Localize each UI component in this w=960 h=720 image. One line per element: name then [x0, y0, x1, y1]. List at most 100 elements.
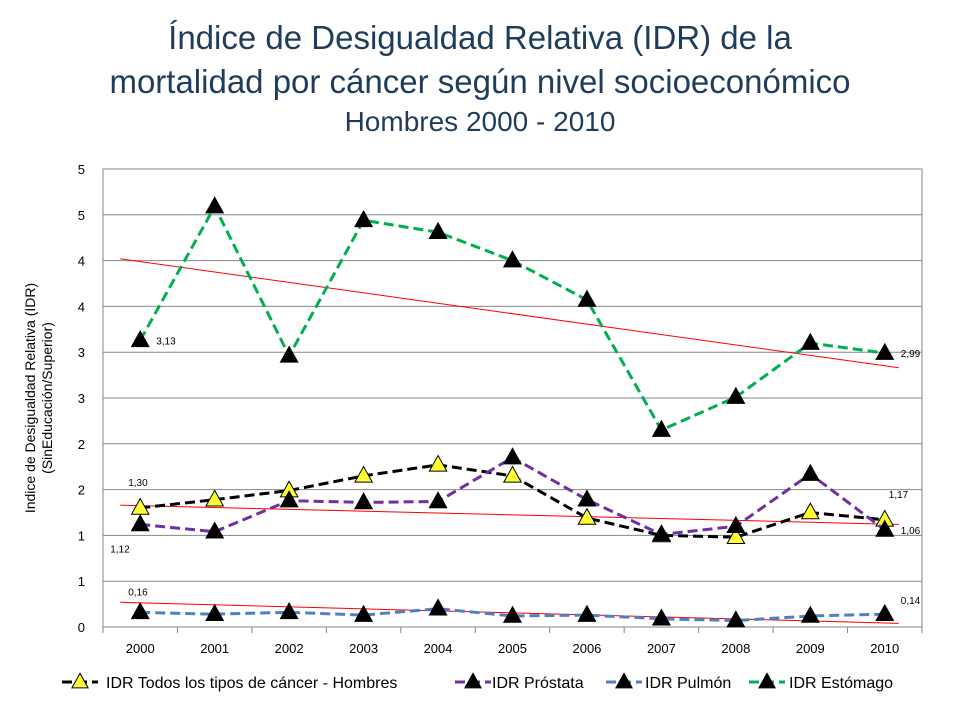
data-point — [354, 604, 374, 622]
series-line — [138, 203, 885, 432]
y-axis-label: Indice de Desigualdad Relativa (IDR) (Si… — [22, 283, 55, 513]
x-tick-label: 2005 — [498, 641, 527, 656]
chart-title-line-2: mortalidad por cáncer según nivel socioe… — [109, 63, 851, 100]
data-point — [279, 345, 299, 363]
data-point — [800, 332, 820, 350]
series-3 — [130, 196, 895, 437]
data-point — [205, 603, 225, 621]
data-point — [205, 196, 225, 214]
data-point — [651, 524, 671, 542]
data-point — [502, 447, 523, 465]
data-series — [130, 196, 895, 628]
plot-area-frame — [102, 168, 923, 628]
data-point — [205, 489, 225, 507]
data-point — [726, 386, 746, 404]
y-tick-label: 0 — [78, 620, 85, 635]
legend-swatch-marker — [464, 672, 482, 689]
data-label: 0,14 — [901, 596, 921, 607]
data-point — [577, 507, 597, 525]
chart-subtitle: Hombres 2000 - 2010 — [344, 106, 616, 137]
data-point — [651, 608, 671, 626]
data-point — [577, 604, 597, 622]
legend-entry-1: IDR Próstata — [455, 672, 584, 692]
data-point — [502, 465, 523, 483]
trendlines — [120, 258, 899, 624]
y-tick-label: 4 — [78, 254, 85, 269]
data-point — [428, 221, 448, 240]
legend-entry-2: IDR Pulmón — [606, 672, 731, 692]
data-label: 1,06 — [901, 526, 921, 537]
y-tick-label: 3 — [78, 391, 85, 406]
y-tick-label: 4 — [78, 299, 85, 314]
data-label: 1,17 — [889, 490, 909, 501]
y-tick-label: 3 — [78, 345, 85, 360]
data-point — [428, 454, 448, 472]
trendline — [120, 258, 899, 369]
data-point — [651, 419, 671, 437]
x-tick-label: 2002 — [275, 641, 304, 656]
data-point — [428, 491, 448, 509]
chart-title-line-1: Índice de Desigualdad Relativa (IDR) de … — [168, 19, 792, 56]
trendline — [120, 504, 899, 525]
x-tick-label: 2000 — [126, 641, 155, 656]
data-point — [354, 492, 374, 510]
data-point — [800, 605, 820, 623]
data-point — [800, 463, 820, 481]
legend-swatch-marker — [758, 672, 776, 689]
data-point — [875, 603, 895, 621]
x-tick-label: 2006 — [572, 641, 601, 656]
x-tick-label: 2003 — [349, 641, 378, 656]
legend-label: IDR Todos los tipos de cáncer - Hombres — [106, 675, 397, 692]
data-point — [875, 519, 895, 537]
data-point — [726, 610, 746, 628]
y-axis-label-line-2: (SinEducación/Superior) — [39, 322, 55, 474]
series-1 — [130, 447, 895, 542]
data-point — [577, 289, 597, 307]
legend: IDR Todos los tipos de cáncer - Hombres I… — [62, 672, 893, 692]
data-point — [279, 490, 299, 508]
y-tick-label: 2 — [78, 437, 85, 452]
series-0 — [130, 454, 895, 545]
y-axis-ticks: 0 1 1 2 2 3 3 4 4 5 5 — [78, 162, 85, 635]
x-tick-label: 2007 — [647, 641, 676, 656]
data-label: 1,30 — [128, 478, 148, 489]
data-point — [354, 465, 374, 483]
chart-title-block: Índice de Desigualdad Relativa (IDR) de … — [0, 16, 960, 140]
data-point — [130, 514, 150, 532]
y-tick-label: 5 — [78, 208, 85, 223]
data-label: 0,16 — [128, 587, 148, 598]
legend-entry-0: IDR Todos los tipos de cáncer - Hombres — [62, 672, 397, 692]
legend-label: IDR Próstata — [492, 675, 584, 692]
y-tick-label: 2 — [78, 483, 85, 498]
data-point — [502, 250, 523, 268]
data-point — [279, 602, 299, 620]
legend-swatch-marker — [615, 672, 633, 689]
legend-swatch-marker — [71, 672, 89, 689]
data-point — [205, 521, 225, 539]
series-line — [140, 607, 885, 623]
data-point — [577, 489, 597, 507]
series-2 — [130, 598, 895, 628]
x-tick-label: 2008 — [721, 641, 750, 656]
data-point — [800, 502, 820, 520]
x-axis-ticks: 2000 2001 2002 2003 2004 2005 2006 2007 2008 2009… — [102, 627, 923, 656]
data-point — [875, 342, 895, 360]
x-tick-label: 2009 — [796, 641, 825, 656]
legend-label: IDR Estómago — [789, 675, 893, 692]
data-point — [726, 515, 746, 534]
y-tick-label: 5 — [78, 162, 85, 177]
data-label: 1,12 — [110, 544, 130, 555]
data-labels: 3,13 2,99 1,30 1,17 1,12 1,06 0,16 0,14 — [110, 336, 920, 607]
y-tick-label: 1 — [78, 574, 85, 589]
data-point — [726, 526, 746, 545]
x-tick-label: 2010 — [870, 641, 899, 656]
data-point — [130, 602, 150, 620]
x-tick-label: 2001 — [200, 641, 229, 656]
data-point — [354, 209, 374, 228]
y-tick-label: 1 — [78, 528, 85, 543]
data-point — [502, 605, 523, 623]
data-point — [428, 598, 448, 616]
legend-label: IDR Pulmón — [645, 675, 731, 692]
legend-entry-3: IDR Estómago — [749, 672, 893, 692]
